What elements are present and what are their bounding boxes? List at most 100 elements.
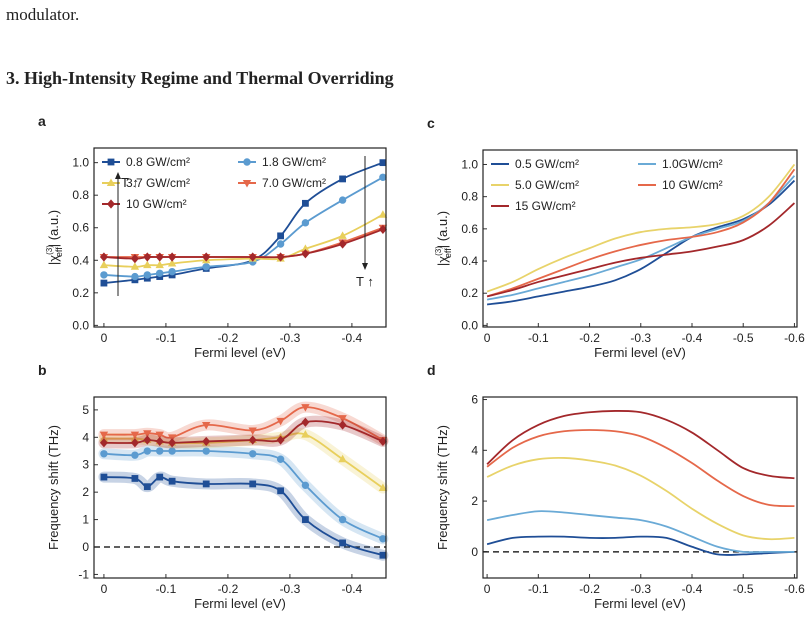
y-axis-label: |χ(3)eff| (a.u.): [45, 210, 64, 265]
marker: [143, 271, 152, 279]
annotation: T ↑: [356, 274, 374, 289]
marker: [156, 447, 164, 455]
marker: [100, 271, 108, 279]
legend-label: 10 GW/cm²: [662, 178, 723, 192]
y-axis-label-part: |χ: [435, 256, 450, 266]
marker: [130, 431, 140, 440]
x-tick-label: -0.4: [682, 582, 703, 596]
marker: [378, 483, 388, 492]
x-tick-label: -0.5: [733, 582, 754, 596]
marker: [248, 252, 257, 262]
marker: [338, 454, 347, 463]
marker: [99, 252, 108, 262]
marker: [301, 249, 310, 259]
plot-frame: [482, 149, 798, 328]
marker: [99, 431, 109, 440]
y-axis-label-part: |χ: [46, 255, 61, 265]
y-tick-label: 2: [82, 485, 89, 499]
y-tick-label: 0: [82, 540, 89, 554]
legend-label: 1.0GW/cm²: [662, 157, 723, 171]
marker: [167, 259, 177, 267]
legend-label: 15 GW/cm²: [515, 199, 576, 213]
marker: [155, 260, 164, 269]
marker: [143, 483, 151, 491]
legend-label: 0.5 GW/cm²: [515, 157, 579, 171]
y-axis-label: Frequency shift (THz): [46, 425, 61, 550]
marker: [130, 438, 139, 448]
marker: [249, 480, 257, 488]
series-line: [486, 456, 795, 541]
marker: [339, 175, 347, 183]
x-tick-label: -0.2: [218, 331, 239, 345]
x-tick-label: -0.5: [733, 331, 754, 345]
marker: [131, 475, 139, 482]
marker: [143, 447, 152, 455]
legend-label: 10 GW/cm²: [126, 197, 187, 211]
legend-label: 0.8 GW/cm²: [126, 155, 190, 169]
y-axis-label-sub: eff: [54, 247, 64, 257]
marker: [338, 415, 347, 423]
marker: [168, 447, 176, 455]
marker: [277, 487, 285, 495]
marker: [143, 435, 152, 445]
marker: [130, 262, 140, 270]
y-tick-label: 1.0: [461, 157, 478, 171]
marker: [168, 477, 176, 485]
x-tick-label: 0: [101, 582, 108, 596]
panel-label: d: [427, 362, 436, 378]
marker: [156, 473, 164, 481]
marker: [156, 269, 164, 277]
arrow-head: [115, 172, 121, 179]
x-axis-label: Fermi level (eV): [194, 596, 286, 611]
plot-frame: [93, 147, 387, 328]
y-tick-label: 0.2: [461, 286, 478, 300]
y-tick-label: 0.4: [461, 254, 478, 268]
marker: [248, 435, 257, 445]
marker: [379, 159, 387, 167]
x-axis-label: Fermi level (eV): [594, 345, 686, 360]
legend-label: 7.0 GW/cm²: [262, 176, 326, 190]
marker: [338, 196, 347, 204]
y-tick-label: 0.8: [461, 190, 478, 204]
marker: [338, 239, 347, 249]
y-axis-label: |χ(3)eff| (a.u.): [434, 211, 453, 266]
x-tick-label: -0.1: [156, 582, 177, 596]
y-tick-label: 2: [471, 494, 478, 508]
marker: [301, 219, 310, 227]
x-tick-label: 0: [484, 331, 491, 345]
panel-label: b: [38, 362, 47, 378]
marker: [100, 279, 108, 287]
y-tick-label: 0.0: [461, 318, 478, 332]
y-axis-label-sub: eff: [443, 248, 453, 258]
marker: [277, 232, 285, 240]
x-tick-label: -0.2: [579, 331, 600, 345]
legend-marker: [106, 178, 116, 186]
series-line: [486, 175, 796, 301]
y-axis-label-sup: (3): [45, 245, 54, 255]
x-tick-label: 0: [101, 331, 108, 345]
marker: [202, 480, 210, 488]
y-tick-label: -1: [78, 567, 89, 581]
legend-label: 3.7 GW/cm²: [126, 176, 190, 190]
series-line: [486, 168, 796, 298]
marker: [379, 173, 387, 181]
x-tick-label: -0.6: [784, 582, 805, 596]
marker: [276, 417, 285, 426]
marker: [378, 436, 387, 447]
y-tick-label: 3: [82, 458, 89, 472]
marker: [167, 434, 177, 442]
marker: [155, 252, 164, 262]
marker: [301, 481, 310, 490]
y-tick-label: 0.2: [72, 286, 89, 300]
marker: [249, 450, 257, 458]
marker: [202, 421, 211, 430]
marker: [276, 435, 285, 445]
marker: [302, 516, 309, 523]
arrow-head: [362, 263, 368, 270]
x-tick-label: -0.2: [579, 582, 600, 596]
y-tick-label: 4: [82, 430, 89, 444]
marker: [99, 438, 108, 448]
y-tick-label: 0.6: [72, 221, 89, 235]
y-axis-label-sup: (3): [434, 246, 443, 256]
annotation: T ↑: [121, 175, 139, 190]
